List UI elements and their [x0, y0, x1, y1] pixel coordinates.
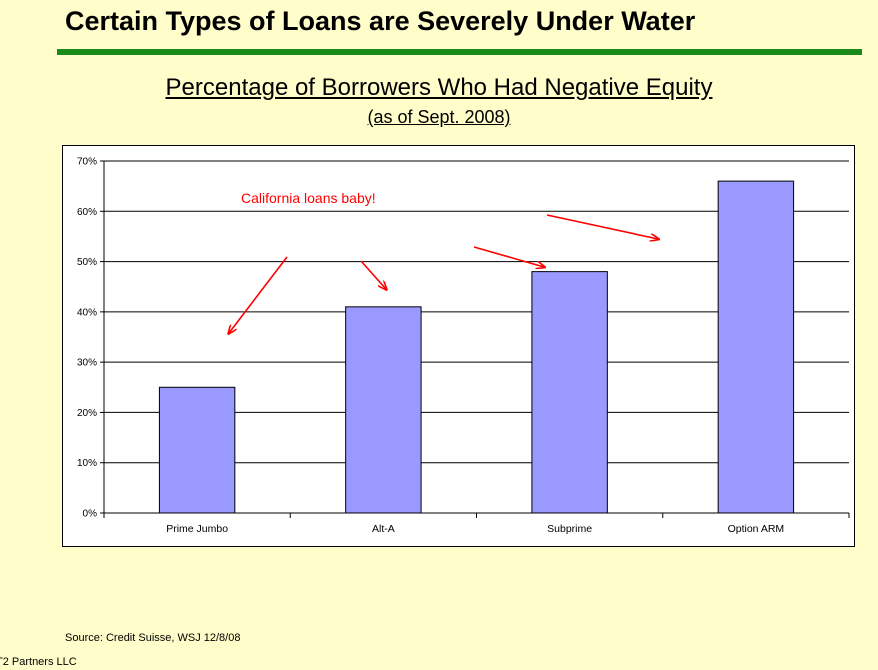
- annotation-arrow-4: [546, 214, 658, 239]
- annotation-arrow-2: [360, 260, 386, 289]
- annotation-text: California loans baby!: [241, 190, 376, 206]
- bar-alt-a: [345, 306, 422, 514]
- y-tick-label: 40%: [77, 307, 97, 318]
- x-category-label: Subprime: [547, 523, 592, 535]
- x-category-label: Option ARM: [728, 523, 785, 535]
- y-tick-label: 30%: [77, 358, 97, 369]
- bar-prime-jumbo: [158, 386, 236, 514]
- chart-frame: 0% 10% 20% 30% 40% 50% 60% 70% Prime Jumbo Alt-A S…: [62, 145, 855, 547]
- y-tick-label: 50%: [77, 257, 97, 268]
- annotation-arrow-3: [473, 246, 544, 267]
- company-name: T2 Partners LLC: [0, 656, 77, 668]
- x-category-label: Alt-A: [372, 523, 395, 535]
- bar-chart: 0% 10% 20% 30% 40% 50% 60% 70% Prime Jumbo Alt-A S…: [77, 157, 850, 535]
- y-tick-label: 60%: [77, 207, 97, 218]
- y-tick-label: 70%: [77, 157, 97, 168]
- y-tick-label: 0%: [83, 509, 98, 520]
- annotation-arrow-1: [229, 256, 288, 333]
- y-tick-label: 10%: [77, 458, 97, 469]
- source-note: Source: Credit Suisse, WSJ 12/8/08: [65, 632, 241, 644]
- x-category-label: Prime Jumbo: [166, 523, 228, 535]
- y-tick-label: 20%: [77, 408, 97, 419]
- chart-title: Percentage of Borrowers Who Had Negative…: [165, 74, 713, 101]
- chart-subtitle: (as of Sept. 2008): [367, 107, 511, 127]
- title-rule: [57, 49, 862, 55]
- bar-option-arm: [717, 180, 795, 514]
- bar-subprime: [531, 271, 608, 514]
- slide-title: Certain Types of Loans are Severely Unde…: [65, 6, 696, 36]
